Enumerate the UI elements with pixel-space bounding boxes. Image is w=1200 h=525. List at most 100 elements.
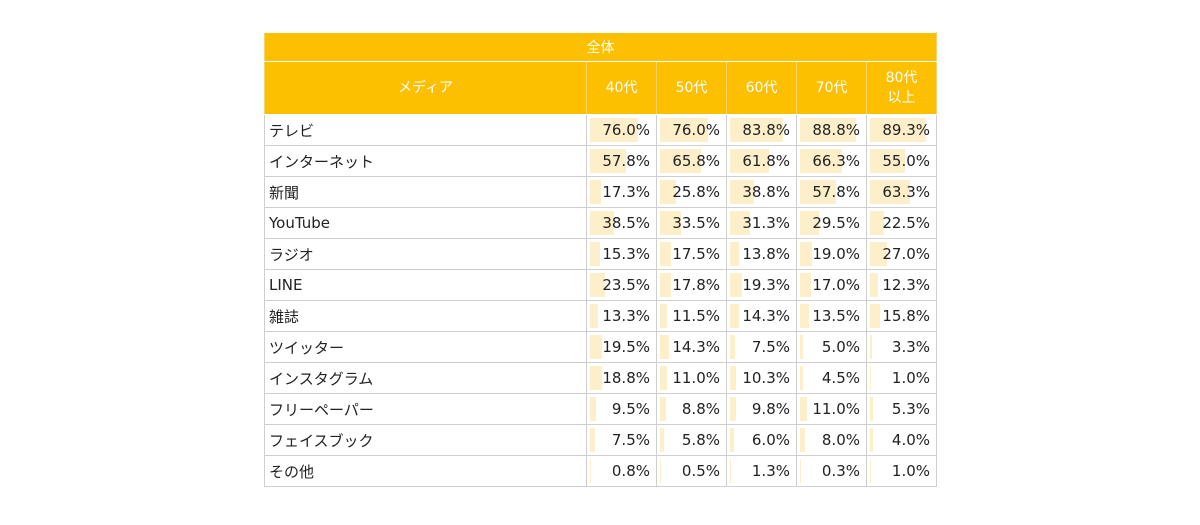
value-cell: 11.0% (656, 362, 727, 394)
age-header-label: 50代 (675, 80, 708, 96)
value-cell: 57.8% (586, 145, 657, 177)
value-label: 22.5% (882, 214, 931, 232)
table-row: 雑誌 13.3% 11.5% 14.3% 13.5% 15.8% (264, 300, 938, 332)
value-label: 83.8% (742, 121, 790, 139)
table-row: ラジオ 15.3% 17.5% 13.8% 19.0% 27.0% (264, 238, 938, 270)
value-bar (590, 211, 615, 235)
value-bar (800, 397, 807, 421)
value-label: 25.8% (672, 183, 720, 201)
value-bar (870, 149, 905, 173)
value-bar (870, 180, 910, 204)
value-label: 1.3% (751, 462, 790, 480)
value-label: 76.0% (602, 121, 650, 139)
value-label: 11.0% (672, 369, 720, 387)
value-bar (730, 180, 755, 204)
value-bar (870, 304, 880, 328)
value-bar (730, 397, 737, 421)
value-cell: 3.3% (865, 331, 938, 363)
value-label: 76.0% (672, 121, 720, 139)
value-cell: 11.0% (796, 393, 867, 425)
value-cell: 7.5% (726, 331, 797, 363)
value-bar (870, 211, 885, 235)
age-header-label: 80代 (885, 70, 918, 86)
value-label: 19.3% (742, 276, 790, 294)
value-bar (660, 428, 664, 452)
value-label: 11.5% (672, 307, 720, 325)
value-bar (590, 397, 596, 421)
value-bar (660, 149, 702, 173)
value-label: 31.3% (742, 214, 790, 232)
value-cell: 38.5% (586, 207, 657, 239)
value-cell: 9.8% (726, 393, 797, 425)
value-label: 17.0% (812, 276, 860, 294)
value-label: 1.0% (891, 462, 931, 480)
value-cell: 27.0% (865, 238, 938, 270)
value-label: 7.5% (751, 338, 790, 356)
value-bar (800, 366, 803, 390)
value-bar (660, 397, 666, 421)
value-cell: 19.5% (586, 331, 657, 363)
value-label: 15.8% (882, 307, 931, 325)
value-label: 5.3% (891, 400, 931, 418)
age-header-label: 70代 (815, 80, 848, 96)
value-cell: 38.8% (726, 176, 797, 208)
value-cell: 14.3% (656, 331, 727, 363)
value-label: 38.8% (742, 183, 790, 201)
value-bar (800, 149, 842, 173)
value-cell: 17.0% (796, 269, 867, 301)
table-body: テレビ 76.0% 76.0% 83.8% 88.8% 89.3% インターネット 57.8%… (264, 114, 938, 487)
media-name-cell: ラジオ (264, 238, 587, 270)
value-bar (660, 180, 677, 204)
value-bar (730, 211, 750, 235)
value-label: 13.3% (602, 307, 650, 325)
value-label: 15.3% (602, 245, 650, 263)
value-bar (870, 397, 874, 421)
header-row: メディア 40代 50代 60代 70代 80代 以上 (264, 61, 938, 115)
value-label: 65.8% (672, 152, 720, 170)
media-name-cell: インスタグラム (264, 362, 587, 394)
value-cell: 13.8% (726, 238, 797, 270)
value-cell: 10.3% (726, 362, 797, 394)
table-row: インターネット 57.8% 65.8% 61.8% 66.3% 55.0% (264, 145, 938, 177)
value-bar (870, 273, 878, 297)
value-bar (730, 304, 739, 328)
value-bar (660, 335, 669, 359)
value-cell: 31.3% (726, 207, 797, 239)
value-bar (590, 149, 627, 173)
value-cell: 33.5% (656, 207, 727, 239)
value-label: 7.5% (611, 431, 650, 449)
value-label: 5.8% (681, 431, 720, 449)
value-cell: 9.5% (586, 393, 657, 425)
value-cell: 66.3% (796, 145, 867, 177)
value-cell: 0.5% (656, 455, 727, 487)
value-bar (870, 242, 888, 266)
value-label: 57.8% (602, 152, 650, 170)
value-cell: 1.0% (865, 362, 938, 394)
value-cell: 29.5% (796, 207, 867, 239)
table-row: LINE 23.5% 17.8% 19.3% 17.0% 12.3% (264, 269, 938, 301)
value-label: 14.3% (672, 338, 720, 356)
value-bar (590, 459, 591, 483)
value-bar (870, 335, 873, 359)
value-label: 4.5% (821, 369, 860, 387)
value-cell: 18.8% (586, 362, 657, 394)
table-row: その他 0.8% 0.5% 1.3% 0.3% 1.0% (264, 455, 938, 487)
value-cell: 17.8% (656, 269, 727, 301)
value-bar (590, 273, 605, 297)
value-label: 63.3% (882, 183, 931, 201)
value-cell: 12.3% (865, 269, 938, 301)
value-cell: 65.8% (656, 145, 727, 177)
value-label: 17.8% (672, 276, 720, 294)
value-bar (730, 459, 731, 483)
value-label: 17.5% (672, 245, 720, 263)
value-bar (800, 211, 819, 235)
value-bar (660, 242, 672, 266)
value-bar (730, 428, 734, 452)
value-cell: 11.5% (656, 300, 727, 332)
value-bar (800, 273, 811, 297)
value-cell: 13.5% (796, 300, 867, 332)
media-name-cell: その他 (264, 455, 587, 487)
value-cell: 23.5% (586, 269, 657, 301)
value-cell: 22.5% (865, 207, 938, 239)
age-header-80s-plus: 80代 以上 (865, 61, 938, 115)
